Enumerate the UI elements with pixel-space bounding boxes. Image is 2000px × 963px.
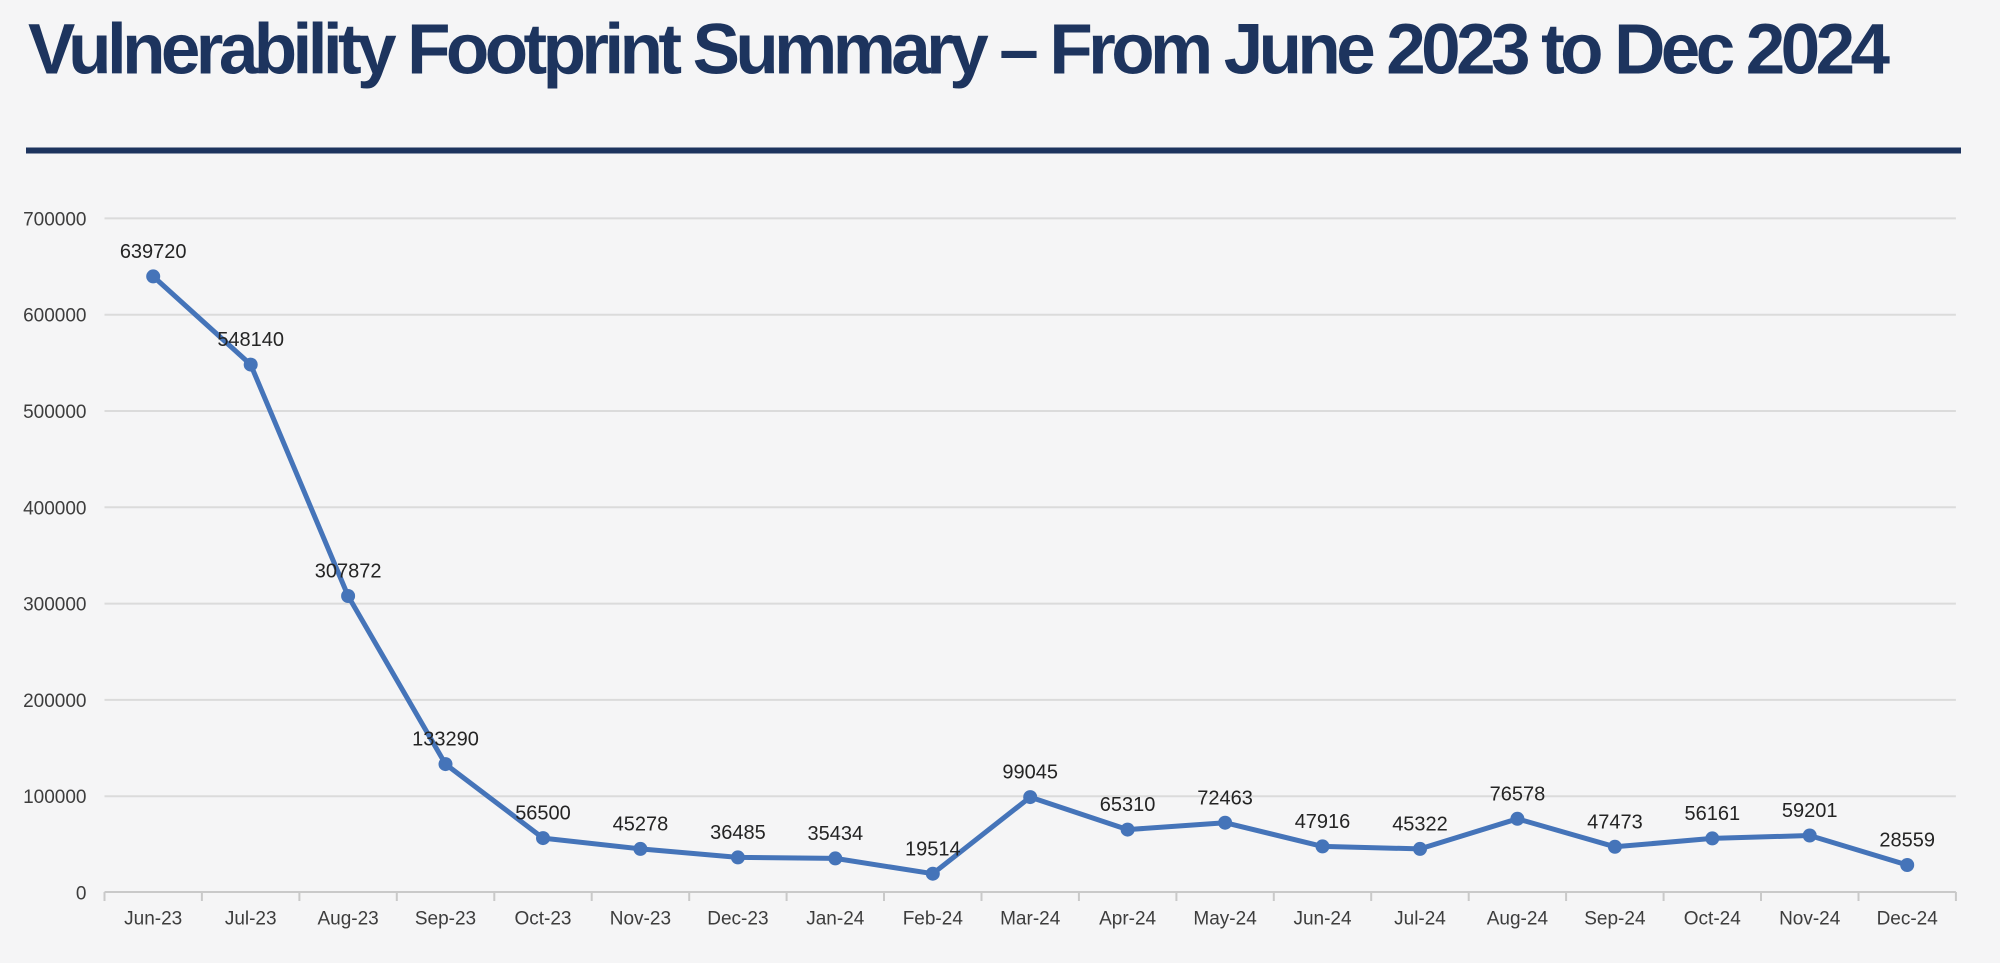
svg-text:307872: 307872 <box>315 561 382 583</box>
svg-text:Oct-23: Oct-23 <box>514 909 571 930</box>
svg-text:133290: 133290 <box>412 729 479 751</box>
svg-text:36485: 36485 <box>710 822 766 844</box>
svg-text:400000: 400000 <box>23 498 86 519</box>
svg-text:Nov-24: Nov-24 <box>1779 909 1841 930</box>
svg-text:65310: 65310 <box>1100 794 1156 816</box>
svg-text:Sep-23: Sep-23 <box>415 909 476 930</box>
svg-text:300000: 300000 <box>23 595 86 616</box>
svg-text:28559: 28559 <box>1879 830 1935 852</box>
svg-text:59201: 59201 <box>1782 800 1838 822</box>
svg-text:56161: 56161 <box>1684 803 1740 825</box>
svg-text:47916: 47916 <box>1295 811 1351 833</box>
svg-text:Apr-24: Apr-24 <box>1099 909 1156 930</box>
svg-text:600000: 600000 <box>23 306 86 327</box>
svg-text:May-24: May-24 <box>1193 909 1257 930</box>
svg-text:35434: 35434 <box>807 823 863 845</box>
svg-text:45278: 45278 <box>613 814 669 836</box>
svg-text:Aug-23: Aug-23 <box>317 909 378 930</box>
svg-text:47473: 47473 <box>1587 811 1643 833</box>
svg-text:Jan-24: Jan-24 <box>806 909 865 930</box>
svg-text:99045: 99045 <box>1002 762 1058 784</box>
svg-text:72463: 72463 <box>1197 787 1253 809</box>
svg-text:500000: 500000 <box>23 402 86 423</box>
svg-text:200000: 200000 <box>23 691 86 712</box>
svg-text:Jul-23: Jul-23 <box>225 909 277 930</box>
svg-text:100000: 100000 <box>23 787 86 808</box>
svg-text:0: 0 <box>76 884 87 905</box>
svg-text:Nov-23: Nov-23 <box>610 909 671 930</box>
svg-text:Mar-24: Mar-24 <box>1000 909 1061 930</box>
svg-text:Oct-24: Oct-24 <box>1684 909 1741 930</box>
svg-text:639720: 639720 <box>120 241 187 263</box>
svg-text:Aug-24: Aug-24 <box>1487 909 1549 930</box>
svg-text:76578: 76578 <box>1490 783 1546 805</box>
svg-text:56500: 56500 <box>515 803 571 825</box>
svg-text:Dec-24: Dec-24 <box>1877 909 1939 930</box>
svg-text:Jun-23: Jun-23 <box>124 909 182 930</box>
svg-text:Jul-24: Jul-24 <box>1394 909 1446 930</box>
svg-text:Feb-24: Feb-24 <box>903 909 964 930</box>
svg-text:Vulnerability Footprint Summar: Vulnerability Footprint Summary – From J… <box>28 11 1891 90</box>
svg-text:Jun-24: Jun-24 <box>1293 909 1352 930</box>
svg-text:700000: 700000 <box>23 209 86 230</box>
svg-text:548140: 548140 <box>217 329 284 351</box>
svg-text:Dec-23: Dec-23 <box>707 909 768 930</box>
svg-text:45322: 45322 <box>1392 814 1448 836</box>
svg-text:19514: 19514 <box>905 838 961 860</box>
svg-text:Sep-24: Sep-24 <box>1584 909 1646 930</box>
